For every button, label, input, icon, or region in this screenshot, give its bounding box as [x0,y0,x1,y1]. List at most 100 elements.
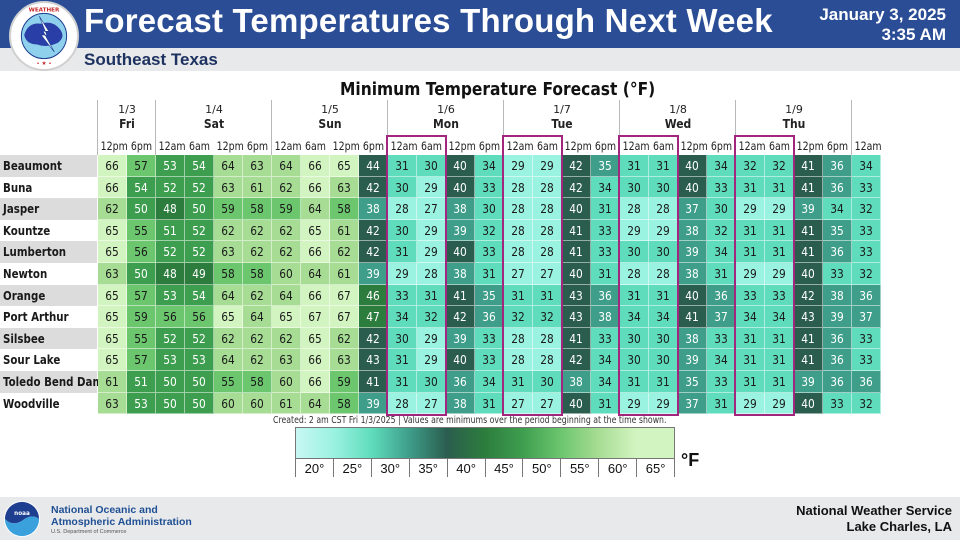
temperature-cell: 41 [794,349,823,371]
temperature-cell: 33 [736,284,765,307]
table-row: Buna 66 54 52 52 63 61 62 66 63 42 30 29 40 33 28 28 42 34… [0,176,882,199]
temperature-cell: 34 [823,198,852,220]
temperature-cell: 30 [707,198,736,220]
location-label: Port Arthur [3,309,69,325]
temperature-cell: 33 [475,241,504,263]
temperature-cell: 58 [214,263,243,285]
location-name: Buna [0,177,97,199]
temperature-cell: 62 [98,198,127,220]
temperature-cell: 50 [156,392,185,415]
legend-swatch [333,428,372,458]
temperature-cell: 29 [388,263,417,285]
temperature-cell: 39 [359,392,388,415]
temperature-cell: 63 [330,176,359,199]
temperature-cell: 40 [562,198,591,220]
color-legend: 20° 25° 30° 35° 40° 45° 50° 55° 60° 65° [295,427,675,477]
location-label: Buna [3,179,33,195]
temperature-cell: 35 [678,371,707,393]
time-label: 6am [189,139,210,153]
temperature-cell: 31 [475,392,504,415]
temperature-cell: 32 [533,306,562,328]
temperature-cell: 31 [504,284,533,307]
temperature-cell: 54 [185,284,214,307]
temperature-cell: 33 [388,284,417,307]
temperature-cell: 47 [359,306,388,328]
temperature-cell: 29 [765,263,794,285]
legend-label: 40° [448,459,486,477]
temperature-cell: 29 [736,392,765,415]
temperature-cell: 38 [446,263,475,285]
time-label: 12pm [216,139,244,153]
temperature-cell: 30 [620,241,649,263]
temperature-cell: 33 [852,327,881,350]
temperature-cell: 37 [678,198,707,220]
temperature-cell: 56 [127,241,156,263]
temperature-cell: 32 [852,392,881,415]
temperature-cell: 63 [272,349,301,371]
temperature-cell: 28 [388,392,417,415]
temperature-cell: 30 [620,327,649,350]
temperature-cell: 34 [707,241,736,263]
temperature-cell: 62 [330,327,359,350]
temperature-cell: 57 [127,284,156,307]
temperature-cell: 43 [359,349,388,371]
temperature-cell: 40 [794,263,823,285]
temperature-cell: 29 [417,349,446,371]
temperature-cell: 35 [823,219,852,242]
temperature-cell: 42 [446,306,475,328]
temperature-cell: 31 [707,263,736,285]
temperature-cell: 58 [330,392,359,415]
temperature-cell: 29 [620,392,649,415]
table-row: Newton 63 50 48 49 58 58 60 64 61 39 29 28 38 31 27 27 40… [0,263,882,285]
temperature-cell: 36 [823,349,852,371]
temperature-cell: 58 [243,198,272,220]
temperature-cell: 31 [591,263,620,285]
temperature-cell: 30 [417,155,446,177]
time-label: 6pm [826,139,849,153]
day-date: 1/7 [553,103,571,116]
legend-unit: °F [681,450,700,470]
legend-label: 20° [296,459,334,477]
day-date: 1/9 [785,103,803,116]
temperature-cell: 27 [417,392,446,415]
temperature-cell: 65 [98,219,127,242]
temperature-cell: 31 [591,392,620,415]
temperature-cell: 53 [156,284,185,307]
temperature-cell: 61 [330,263,359,285]
temperature-cell: 28 [620,198,649,220]
temperature-cell: 67 [330,306,359,328]
time-label: 12am [738,139,766,153]
location-name: Toledo Bend Dam [0,371,103,393]
temperature-cell: 62 [214,219,243,242]
temperature-cell: 31 [417,284,446,307]
temperature-cell: 37 [678,392,707,415]
table-row: Kountze 65 55 51 52 62 62 62 65 61 42 30 29 39 32 28 28 4… [0,219,882,242]
temperature-cell: 33 [475,327,504,350]
temperature-cell: 31 [533,284,562,307]
temperature-cell: 67 [330,284,359,307]
temperature-cell: 42 [359,241,388,263]
time-label: 12pm [332,139,360,153]
location-label: Kountze [3,222,51,238]
temperature-cell: 57 [127,155,156,177]
temperature-cell: 36 [823,155,852,177]
temperature-cell: 41 [794,241,823,263]
temperature-cell: 30 [649,176,678,199]
temperature-cell: 31 [736,176,765,199]
temperature-cell: 30 [417,371,446,393]
svg-text:• ★ •: • ★ • [36,60,51,67]
day-separator [503,100,504,155]
temperature-cell: 34 [388,306,417,328]
temperature-cell: 28 [533,349,562,371]
time-label: 12am [274,139,302,153]
temperature-cell: 28 [620,263,649,285]
temperature-cell: 28 [388,198,417,220]
temperature-cell: 65 [272,306,301,328]
day-name: Mon [433,117,459,131]
day-separator [97,100,98,155]
temperature-cell: 31 [765,219,794,242]
temperature-cell: 66 [301,176,330,199]
temperature-cell: 40 [678,284,707,307]
temperature-cell: 64 [214,284,243,307]
temperature-cell: 34 [591,176,620,199]
